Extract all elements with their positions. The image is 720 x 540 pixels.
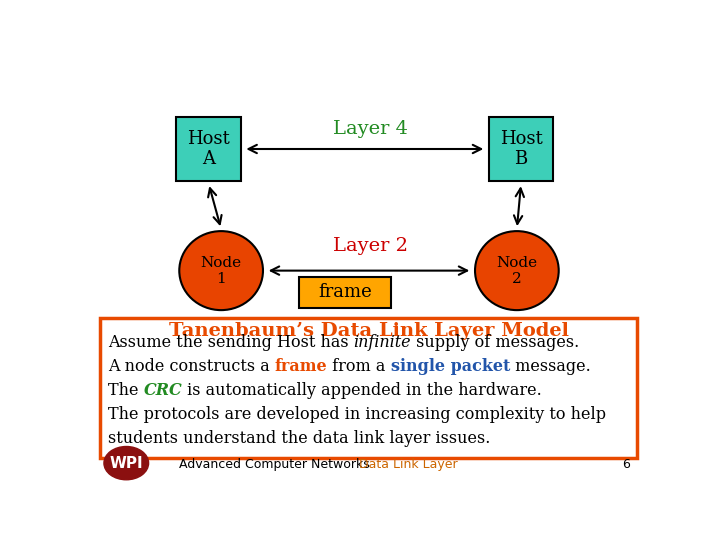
- Text: message.: message.: [510, 358, 591, 375]
- FancyBboxPatch shape: [176, 117, 240, 181]
- Text: CRC: CRC: [143, 382, 182, 399]
- Text: from a: from a: [328, 358, 391, 375]
- Ellipse shape: [179, 231, 263, 310]
- Text: single packet: single packet: [391, 358, 510, 375]
- Text: Layer 2: Layer 2: [333, 237, 408, 255]
- Text: frame: frame: [275, 358, 328, 375]
- FancyBboxPatch shape: [100, 319, 637, 458]
- Text: frame: frame: [318, 284, 372, 301]
- Text: The protocols are developed in increasing complexity to help: The protocols are developed in increasin…: [108, 406, 606, 423]
- Text: Node
2: Node 2: [496, 255, 537, 286]
- Text: Node
1: Node 1: [201, 255, 242, 286]
- Text: Host
A: Host A: [187, 130, 230, 168]
- Text: The: The: [108, 382, 143, 399]
- Text: supply of messages.: supply of messages.: [411, 334, 580, 350]
- Text: A node constructs a: A node constructs a: [108, 358, 275, 375]
- Text: Data Link Layer: Data Link Layer: [359, 458, 457, 471]
- Text: infinite: infinite: [354, 334, 411, 350]
- Text: is automatically appended in the hardware.: is automatically appended in the hardwar…: [182, 382, 542, 399]
- Text: students understand the data link layer issues.: students understand the data link layer …: [108, 430, 490, 447]
- FancyBboxPatch shape: [300, 277, 392, 308]
- Text: Host
B: Host B: [500, 130, 542, 168]
- Text: 6: 6: [622, 458, 629, 471]
- FancyBboxPatch shape: [489, 117, 553, 181]
- Text: Layer 4: Layer 4: [333, 120, 408, 138]
- Text: WPI: WPI: [109, 456, 143, 471]
- Text: Assume the sending Host has: Assume the sending Host has: [108, 334, 354, 350]
- Circle shape: [104, 447, 148, 480]
- Text: Tanenbaum’s Data Link Layer Model: Tanenbaum’s Data Link Layer Model: [168, 322, 569, 340]
- Text: Advanced Computer Networks: Advanced Computer Networks: [179, 458, 369, 471]
- Ellipse shape: [475, 231, 559, 310]
